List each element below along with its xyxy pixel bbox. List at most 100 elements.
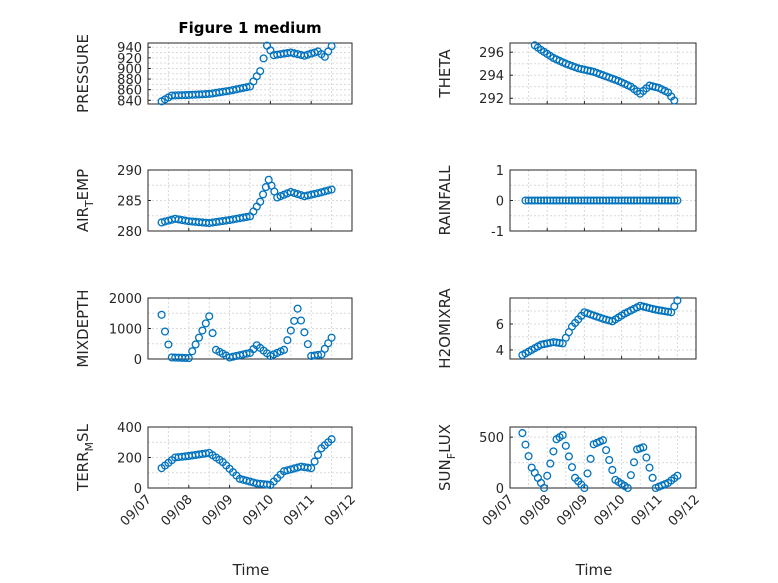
- data-point: [629, 458, 639, 467]
- data-point: [259, 54, 268, 63]
- data-point: [540, 483, 549, 493]
- data-point: [645, 463, 654, 472]
- ylabel: RAINFALL: [436, 165, 454, 236]
- xlabel-right: Time: [575, 561, 613, 579]
- data-point: [561, 441, 570, 450]
- subplot-title: Figure 1 medium: [178, 19, 321, 37]
- ytick-label: 0: [496, 195, 504, 210]
- ytick-label: 4: [496, 344, 504, 359]
- data-point: [296, 316, 306, 325]
- data-point: [555, 338, 564, 348]
- data-point: [664, 307, 673, 316]
- ytick-label: 0: [134, 482, 142, 497]
- data-point: [181, 353, 190, 363]
- data-point: [564, 452, 573, 461]
- subplot-6: 4 6 H2OMIXRA: [436, 288, 697, 369]
- data-point: [256, 197, 265, 206]
- ytick-label: 860: [117, 84, 142, 99]
- data-point: [258, 190, 268, 199]
- ytick-label: 290: [117, 164, 142, 179]
- data-point: [626, 471, 635, 480]
- ytick-label: 0: [496, 482, 504, 497]
- ytick-label: 294: [479, 69, 504, 84]
- data-point: [313, 350, 323, 359]
- data-point: [303, 463, 312, 472]
- data-point: [605, 455, 614, 465]
- data-point: [549, 447, 558, 456]
- data-point: [261, 183, 270, 192]
- data-point: [602, 446, 611, 455]
- data-point: [598, 436, 608, 445]
- data-point: [583, 469, 592, 478]
- axes-frame: [509, 426, 697, 489]
- data-point: [198, 326, 207, 335]
- data-point: [608, 465, 617, 475]
- ytick-label: 200: [117, 452, 142, 467]
- ytick-label: 920: [117, 52, 142, 67]
- data-point: [518, 429, 527, 438]
- data-point: [286, 326, 295, 335]
- ylabel: MIXDEPTH: [74, 289, 92, 367]
- axes-frame: [509, 297, 697, 360]
- subplot-5: 0 1000 2000 MIXDEPTH: [74, 289, 353, 368]
- ytick-label: 292: [479, 92, 504, 107]
- data-point: [242, 349, 251, 358]
- ytick-label: 280: [117, 225, 142, 240]
- axes-frame: [147, 42, 353, 105]
- ytick-label: 285: [117, 195, 142, 210]
- data-point: [191, 340, 200, 349]
- data-point: [184, 354, 193, 363]
- data-point: [279, 345, 289, 354]
- data-point: [208, 329, 217, 338]
- ytick-label: 400: [117, 421, 142, 436]
- ytick-label: 840: [117, 94, 142, 109]
- ytick-label: 1: [496, 164, 504, 179]
- ylabel: H2OMIXRA: [436, 288, 454, 369]
- ytick-label: 940: [117, 41, 142, 56]
- ytick-label: -1: [491, 225, 504, 240]
- ytick-label: 1000: [109, 323, 142, 338]
- data-point: [327, 185, 336, 194]
- xlabel-left: Time: [232, 561, 270, 579]
- axes-frame: [509, 42, 697, 105]
- ytick-label: 2000: [109, 292, 142, 307]
- data-point: [642, 453, 651, 462]
- data-point: [293, 304, 302, 313]
- data-point: [670, 96, 679, 105]
- ylabel: TERRMSL: [74, 423, 96, 492]
- data-point: [521, 440, 530, 449]
- ytick-label: 6: [496, 318, 504, 333]
- data-point: [558, 431, 567, 440]
- ytick-label: 296: [479, 46, 504, 61]
- ylabel: SUNFLUX: [436, 424, 458, 491]
- data-point: [242, 212, 251, 222]
- ytick-label: 0: [134, 353, 142, 368]
- ytick-label: 880: [117, 73, 142, 88]
- ylabel: AIRTEMP: [74, 169, 96, 232]
- data-point: [256, 67, 265, 76]
- data-point: [673, 196, 682, 205]
- data-point: [623, 483, 632, 493]
- data-point: [586, 454, 595, 463]
- subplot-2: 292 294 296 THETA: [436, 41, 697, 107]
- data-point: [639, 443, 648, 452]
- data-point: [242, 83, 251, 92]
- data-point: [648, 473, 657, 482]
- data-point: [205, 312, 214, 321]
- data-point: [580, 483, 589, 493]
- data-point: [157, 310, 166, 319]
- data-point: [310, 457, 319, 466]
- data-point: [673, 471, 682, 480]
- data-point: [327, 435, 336, 444]
- data-point: [307, 464, 316, 473]
- data-point: [160, 327, 170, 336]
- subplot-4: -1 0 1 RAINFALL: [436, 164, 697, 240]
- data-point: [524, 452, 533, 461]
- data-point: [313, 450, 323, 460]
- data-point: [283, 336, 292, 345]
- data-point: [188, 347, 197, 356]
- subplot-3: 280 285 290 AIRTEMP: [74, 164, 353, 240]
